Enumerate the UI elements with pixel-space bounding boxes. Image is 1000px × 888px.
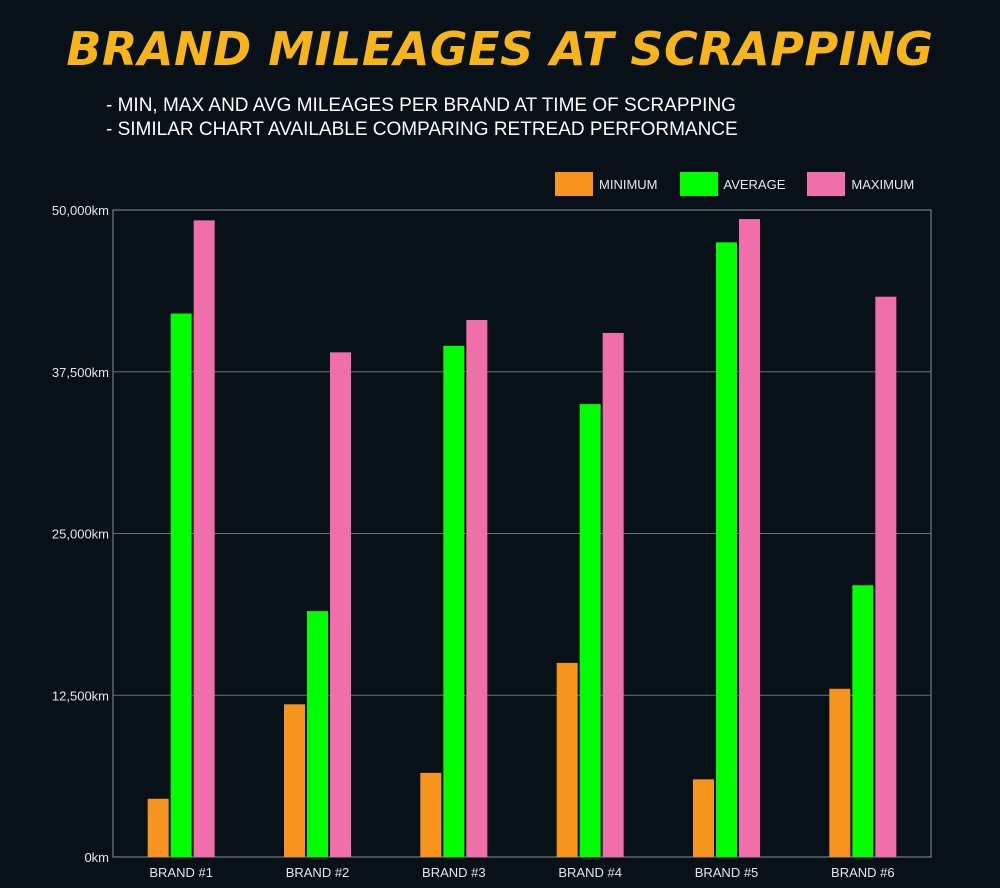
y-tick-label: 37,500km bbox=[52, 365, 109, 380]
subtitle: - MIN, MAX AND AVG MILEAGES PER BRAND AT… bbox=[106, 94, 738, 142]
bar-maximum-1 bbox=[193, 220, 215, 858]
y-tick-label: 50,000km bbox=[52, 203, 109, 218]
bar-average-5 bbox=[716, 242, 737, 858]
legend-label-maximum: MAXIMUM bbox=[851, 176, 915, 192]
legend-label-average: AVERAGE bbox=[723, 176, 786, 192]
chart-title: BRAND MILEAGES AT SCRAPPING bbox=[66, 22, 934, 76]
legend-item-average: AVERAGE bbox=[679, 172, 786, 196]
legend-swatch-minimum bbox=[555, 172, 593, 196]
bar-minimum-2 bbox=[284, 704, 305, 857]
bar-minimum-6 bbox=[829, 688, 851, 857]
bar-maximum-3 bbox=[466, 319, 488, 857]
x-tick-label: BRAND #5 bbox=[695, 865, 759, 880]
x-tick-label: BRAND #4 bbox=[558, 865, 622, 880]
x-tick-label: BRAND #3 bbox=[422, 865, 486, 880]
bar-average-3 bbox=[443, 345, 465, 857]
legend-item-maximum: MAXIMUM bbox=[807, 172, 914, 196]
bar-maximum-5 bbox=[739, 219, 760, 858]
x-tick-label: BRAND #2 bbox=[286, 865, 350, 880]
legend-label-minimum: MINIMUM bbox=[599, 176, 658, 192]
legend-swatch-average bbox=[679, 172, 718, 196]
bar-average-1 bbox=[170, 313, 192, 857]
y-tick-label: 0km bbox=[84, 850, 109, 865]
subtitle-line-2: - SIMILAR CHART AVAILABLE COMPARING RETR… bbox=[106, 119, 738, 140]
y-tick-label: 25,000km bbox=[52, 527, 109, 542]
bar-average-2 bbox=[307, 611, 328, 857]
subtitle-line-1: - MIN, MAX AND AVG MILEAGES PER BRAND AT… bbox=[106, 95, 736, 116]
bar-minimum-5 bbox=[693, 779, 714, 857]
x-tick-label: BRAND #1 bbox=[149, 865, 213, 880]
bar-maximum-6 bbox=[875, 296, 897, 857]
x-tick-label: BRAND #6 bbox=[831, 865, 895, 880]
y-tick-label: 12,500km bbox=[52, 688, 109, 703]
bar-maximum-2 bbox=[330, 352, 351, 857]
bar-maximum-4 bbox=[602, 332, 624, 857]
bar-minimum-3 bbox=[420, 772, 442, 857]
legend-item-minimum: MINIMUM bbox=[555, 172, 658, 196]
legend-swatch-maximum bbox=[807, 172, 846, 196]
bar-minimum-4 bbox=[556, 662, 578, 857]
bar-minimum-1 bbox=[147, 798, 169, 857]
bar-average-6 bbox=[852, 585, 874, 857]
bar-average-4 bbox=[579, 404, 601, 857]
legend: MINIMUM AVERAGE MAXIMUM bbox=[555, 172, 914, 196]
